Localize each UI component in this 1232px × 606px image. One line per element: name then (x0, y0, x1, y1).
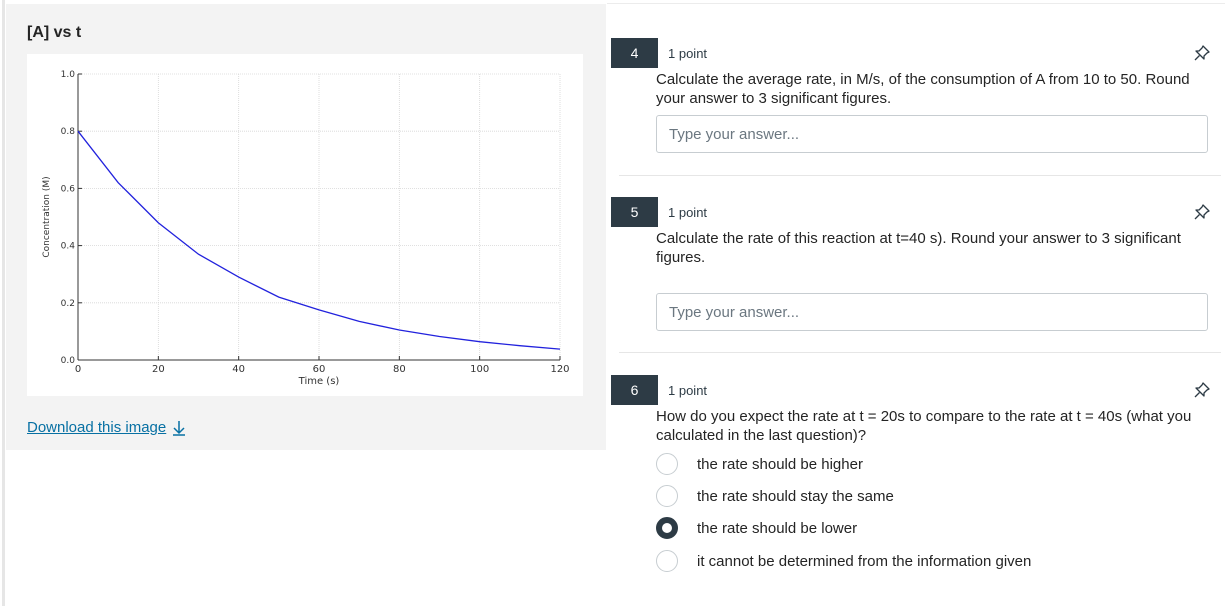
answer-input[interactable] (656, 115, 1208, 153)
question-6: 6 1 point How do you expect the rate at … (611, 375, 1221, 590)
image-title: [A] vs t (27, 24, 82, 41)
x-tick-label: 0 (75, 364, 81, 375)
y-tick-label: 0.4 (61, 242, 76, 252)
radio-button[interactable] (656, 453, 678, 475)
question-5: 5 1 point Calculate the rate of this rea… (611, 197, 1221, 337)
question-number: 5 (611, 197, 658, 227)
question-text: Calculate the rate of this reaction at t… (656, 230, 1181, 266)
option-label: the rate should be lower (697, 519, 858, 537)
pin-icon[interactable] (1193, 44, 1211, 62)
radio-button[interactable] (656, 485, 678, 507)
question-points: 1 point (668, 205, 708, 220)
option-rate-same[interactable]: the rate should stay the same (656, 485, 894, 507)
download-link-label: Download this image (27, 419, 167, 436)
download-arrow-icon (173, 420, 186, 436)
answer-input[interactable] (656, 293, 1208, 331)
x-tick-label: 20 (152, 364, 165, 375)
question-divider (619, 175, 1221, 176)
concentration-time-chart: 0 20 40 60 80 100 120 0.0 0.2 0.4 0.6 0.8 1.0 Time (s… (42, 70, 570, 387)
download-image-link[interactable]: Download this image (27, 419, 186, 436)
radio-button-selected[interactable] (656, 517, 678, 539)
option-label: the rate should stay the same (697, 487, 894, 505)
question-points: 1 point (668, 383, 708, 398)
option-cannot-determine[interactable]: it cannot be determined from the informa… (656, 550, 1031, 572)
option-label: it cannot be determined from the informa… (697, 552, 1032, 570)
top-rule (607, 3, 1225, 4)
y-axis-label: Concentration (M) (42, 176, 52, 257)
chart-container: 0 20 40 60 80 100 120 0.0 0.2 0.4 0.6 0.8 1.0 Time (s… (27, 54, 583, 396)
question-text: Calculate the average rate, in M/s, of t… (656, 71, 1190, 107)
series-line (77, 130, 561, 350)
image-panel: [A] vs t 0 20 40 60 80 100 120 0.0 0.2 0.4 0.6 0.8 1… (6, 4, 606, 450)
option-rate-higher[interactable]: the rate should be higher (656, 453, 863, 475)
x-tick-label: 100 (470, 364, 489, 375)
y-tick-label: 0.6 (61, 184, 76, 194)
pin-icon[interactable] (1193, 381, 1211, 399)
question-number: 6 (611, 375, 658, 405)
x-axis-label: Time (s) (298, 376, 340, 387)
x-tick-label: 80 (393, 364, 406, 375)
question-text: How do you expect the rate at t = 20s to… (656, 408, 1192, 444)
left-frame-border (2, 0, 5, 606)
x-tick-label: 60 (313, 364, 326, 375)
y-tick-label: 1.0 (61, 70, 76, 80)
question-number: 4 (611, 38, 658, 68)
question-points: 1 point (668, 46, 708, 61)
option-label: the rate should be higher (697, 455, 863, 473)
pin-icon[interactable] (1193, 203, 1211, 221)
y-tick-label: 0.8 (61, 127, 76, 137)
radio-button[interactable] (656, 550, 678, 572)
x-tick-label: 120 (550, 364, 569, 375)
question-divider (619, 352, 1221, 353)
option-rate-lower[interactable]: the rate should be lower (656, 517, 857, 539)
y-tick-label: 0.0 (61, 356, 76, 366)
y-tick-label: 0.2 (61, 299, 75, 309)
question-4: 4 1 point Calculate the average rate, in… (611, 38, 1221, 162)
x-tick-label: 40 (232, 364, 245, 375)
